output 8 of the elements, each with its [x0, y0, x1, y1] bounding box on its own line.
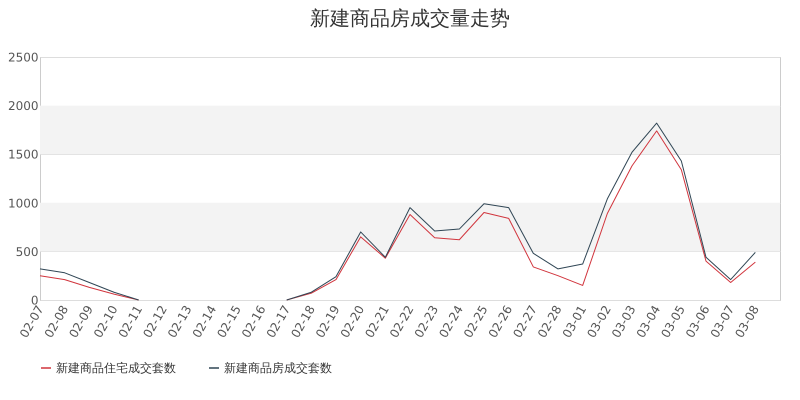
- y-tick-label: 2500: [8, 50, 38, 64]
- y-tick-label: 500: [16, 244, 38, 259]
- legend-label: 新建商品住宅成交套数: [56, 361, 176, 375]
- y-tick-label: 2000: [8, 99, 38, 114]
- y-tick-label: 1000: [8, 196, 38, 210]
- legend-label: 新建商品房成交套数: [224, 361, 332, 375]
- chart-title: 新建商品房成交量走势: [310, 6, 510, 30]
- y-tick-label: 1500: [8, 148, 38, 162]
